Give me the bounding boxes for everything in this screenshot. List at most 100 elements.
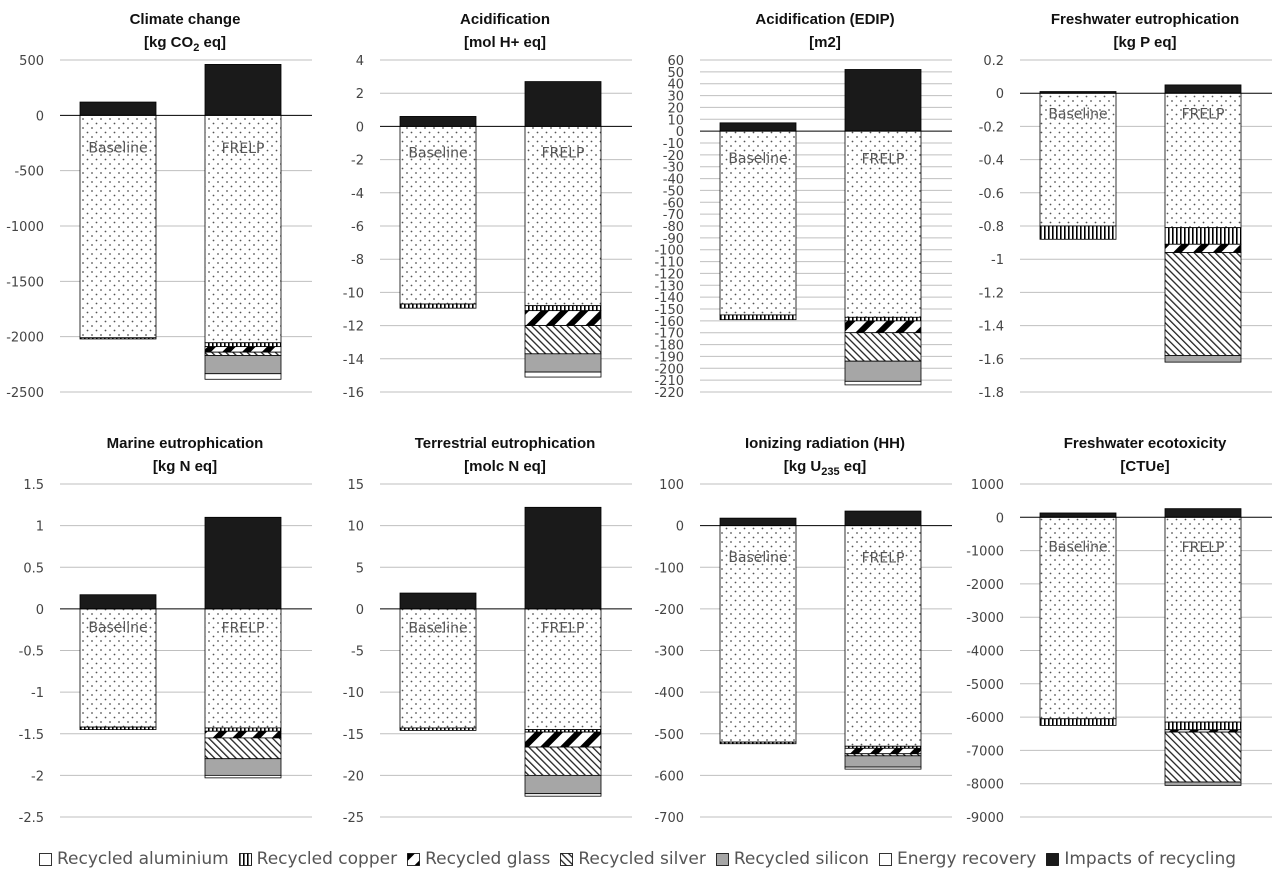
legend-item-impacts: Impacts of recycling — [1046, 849, 1236, 869]
bar-segment-energy — [524, 371, 602, 378]
bar-segment-silicon — [1164, 781, 1242, 786]
chart-title: Freshwater ecotoxicity — [1064, 435, 1227, 452]
tick-label: 4 — [356, 54, 364, 69]
tick-label: -5 — [351, 645, 364, 660]
tick-label: -1.6 — [979, 353, 1004, 368]
tick-label: -2500 — [6, 386, 44, 401]
bar-label: FRELP — [862, 550, 905, 566]
tick-label: -2 — [351, 154, 364, 169]
bar-label: Baseline — [88, 620, 147, 636]
tick-label: 20 — [667, 101, 684, 116]
tick-label: -2.5 — [19, 811, 44, 826]
tick-label: 0.5 — [23, 561, 44, 576]
bar-segment-copper — [1164, 227, 1242, 245]
tick-label: 10 — [347, 520, 364, 535]
tick-label: 0 — [36, 109, 44, 124]
chart-title: Acidification (EDIP) — [755, 11, 894, 28]
legend-swatch-impacts — [1046, 852, 1060, 866]
tick-label: -90 — [663, 232, 684, 247]
legend-swatch-silver — [560, 852, 574, 866]
tick-label: -1.8 — [979, 386, 1004, 401]
legend-item-copper: Recycled copper — [238, 849, 398, 869]
bar-base-frelp — [844, 130, 922, 318]
tick-label: 0.2 — [983, 54, 1004, 69]
tick-label: -4000 — [966, 645, 1004, 660]
legend-label: Recycled aluminium — [56, 849, 229, 869]
bar-impacts-baseline — [719, 517, 797, 527]
bar-label: Baseline — [1048, 106, 1107, 122]
bar-label: FRELP — [862, 151, 905, 167]
tick-label: -6000 — [966, 711, 1004, 726]
tick-label: 50 — [667, 66, 684, 81]
tick-label: -200 — [654, 362, 684, 377]
bar-label: Baseline — [1048, 539, 1107, 555]
tick-label: -700 — [654, 811, 684, 826]
tick-label: -300 — [654, 645, 684, 660]
bar-label: FRELP — [542, 621, 585, 637]
bar-segment-glass — [204, 346, 282, 353]
bar-segment-copper — [1164, 721, 1242, 731]
tick-label: 100 — [659, 478, 684, 493]
tick-label: -0.5 — [19, 645, 44, 660]
bar-base-baseline — [719, 525, 797, 743]
chart-panel: Terrestrial eutrophication [molc N eq] 15 1… — [343, 435, 632, 826]
bar-segment-energy — [524, 793, 602, 797]
bar-base-frelp — [524, 126, 602, 307]
legend-label: Recycled silicon — [733, 849, 870, 869]
tick-label: 0 — [36, 603, 44, 618]
tick-label: -140 — [654, 291, 684, 306]
chart-panel: Marine eutrophication [kg N eq] 1.5 1 0.5 0 -0… — [19, 435, 312, 826]
bar-impacts-baseline — [1039, 512, 1117, 518]
chart-unit: [kg N eq] — [153, 458, 217, 475]
bar-impacts-frelp — [1164, 508, 1242, 518]
bar-label: Baseline — [88, 140, 147, 156]
tick-label: 0 — [996, 511, 1004, 526]
bar-label: Baseline — [728, 151, 787, 167]
bar-impacts-frelp — [524, 506, 602, 610]
bar-base-frelp — [844, 525, 922, 747]
bar-segment-copper — [399, 303, 477, 309]
tick-label: -0.8 — [979, 220, 1004, 235]
bar-segment-glass — [844, 747, 922, 755]
bar-base-baseline — [399, 126, 477, 305]
tick-label: -220 — [654, 386, 684, 401]
bar-segment-silicon — [844, 755, 922, 768]
tick-label: -100 — [654, 244, 684, 259]
legend-label: Recycled copper — [256, 849, 398, 869]
tick-label: -1.4 — [979, 320, 1004, 335]
tick-label: -110 — [654, 256, 684, 271]
tick-label: 0 — [356, 120, 364, 135]
tick-label: -2000 — [6, 331, 44, 346]
legend-swatch-glass — [407, 852, 420, 866]
chart-title: Terrestrial eutrophication — [415, 435, 596, 452]
bar-segment-copper — [719, 314, 797, 321]
tick-label: 5 — [356, 561, 364, 576]
tick-label: -1 — [31, 686, 44, 701]
bar-impacts-baseline — [399, 592, 477, 610]
chart-unit: [kg CO2 eq] — [144, 34, 226, 54]
tick-label: -16 — [343, 386, 364, 401]
bar-segment-silver — [204, 737, 282, 760]
bar-label: FRELP — [1182, 107, 1225, 123]
tick-label: 10 — [667, 113, 684, 128]
bar-base-frelp — [1164, 516, 1242, 723]
tick-label: 0 — [996, 87, 1004, 102]
bar-segment-energy — [204, 774, 282, 779]
bar-label: Baseline — [408, 145, 467, 161]
tick-label: -100 — [654, 561, 684, 576]
chart-unit: [molc N eq] — [464, 458, 546, 475]
tick-label: 40 — [667, 78, 684, 93]
bar-base-frelp — [204, 608, 282, 729]
tick-label: -1.5 — [19, 728, 44, 743]
tick-label: -70 — [663, 208, 684, 223]
bar-segment-silicon — [844, 360, 922, 382]
bar-segment-silicon — [524, 774, 602, 795]
tick-label: 0 — [676, 125, 684, 140]
bar-segment-energy — [204, 373, 282, 380]
bar-segment-silicon — [524, 353, 602, 373]
bar-segment-copper — [79, 726, 157, 730]
tick-label: 0 — [356, 603, 364, 618]
bar-segment-silver — [524, 746, 602, 776]
legend-item-aluminium: Recycled aluminium — [39, 849, 229, 869]
tick-label: -2 — [31, 769, 44, 784]
